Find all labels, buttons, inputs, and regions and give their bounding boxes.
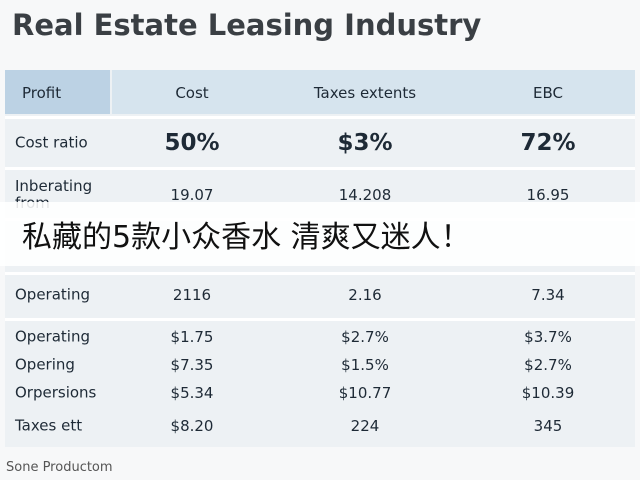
cell-value: 16.95	[526, 186, 570, 204]
cell-value: 7.34	[531, 286, 565, 304]
row-label: Orpersions	[15, 383, 97, 402]
cell-value: $1.5%	[341, 356, 389, 374]
cell-value: 224	[350, 417, 380, 435]
column-header: Profit	[22, 84, 62, 102]
column-header: EBC	[533, 84, 563, 102]
header-cell-bg	[5, 70, 110, 114]
cell-value: $8.20	[170, 417, 214, 435]
cell-value: 2.16	[348, 286, 382, 304]
row-separator	[5, 272, 635, 275]
title: Real Estate Leasing Industry	[12, 8, 482, 42]
cell-value: 50%	[164, 130, 220, 156]
cell-value: 2116	[172, 286, 212, 304]
cell-value: $3.7%	[524, 328, 572, 346]
row-label: Operating	[15, 327, 90, 346]
row-label: Taxes ett	[15, 416, 83, 435]
footer: Sone Productom	[6, 460, 113, 475]
column-header: Cost	[175, 84, 209, 102]
cell-value: $3%	[337, 130, 393, 156]
cell-value: $10.77	[338, 384, 392, 402]
banner-text: 私藏的5款小众香水 清爽又迷人！	[22, 220, 471, 255]
row-separator	[5, 116, 635, 119]
cell-value: $7.35	[170, 356, 214, 374]
row-label: Cost ratio	[15, 133, 88, 152]
cell-value: $2.7%	[341, 328, 389, 346]
cell-value: $10.39	[521, 384, 575, 402]
cell-value: $2.7%	[524, 356, 572, 374]
row-separator	[5, 167, 635, 170]
cell-value: 72%	[520, 130, 576, 156]
cell-value: 19.07	[170, 186, 214, 204]
cell-value: $5.34	[170, 384, 214, 402]
cell-value: 14.208	[338, 186, 392, 204]
row-label: Opering	[15, 355, 75, 374]
banner	[0, 202, 640, 266]
cell-value: 345	[533, 417, 563, 435]
cell-value: $1.75	[170, 328, 214, 346]
row-separator	[5, 318, 635, 321]
row-label: Operating	[15, 285, 90, 304]
column-header: Taxes extents	[313, 84, 417, 102]
header-row-bg	[112, 70, 635, 114]
